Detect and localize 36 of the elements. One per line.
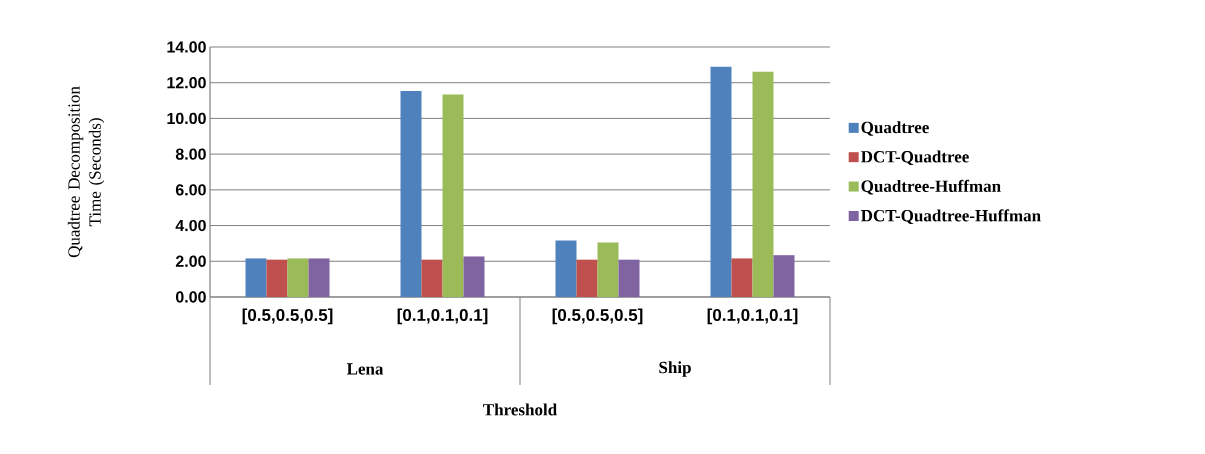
bar (710, 66, 732, 297)
y-tick-label: 10.00 (167, 112, 206, 125)
y-tick-label: 2.00 (175, 255, 206, 267)
y-tick-label: 14.00 (167, 41, 206, 53)
bar (400, 90, 422, 297)
y-axis-title: Quadtree Decomposition Time (Seconds) (67, 86, 105, 258)
bar (287, 258, 309, 297)
bar (731, 258, 753, 297)
y-tick-label: 6.00 (175, 184, 206, 196)
text: Lena (346, 363, 384, 375)
bar (308, 258, 330, 297)
bar (576, 259, 598, 297)
x-tick-label: [0.5,0.5,0.5] (552, 308, 643, 325)
x-tick-label: [0.5,0.5,0.5] (242, 308, 333, 325)
bar (442, 94, 464, 297)
bar (773, 255, 795, 297)
y-tick-label: 0.00 (175, 291, 206, 303)
text: Ship (659, 361, 691, 377)
bar (421, 259, 443, 297)
legend-label: Quadtree (861, 121, 929, 136)
x-axis-title: Threshold (483, 403, 557, 416)
bar (245, 258, 267, 297)
bar (266, 259, 288, 297)
bar (555, 240, 577, 297)
y-tick-label: 4.00 (175, 219, 206, 232)
bar (618, 259, 640, 297)
x-tick-label: [0.1,0.1,0.1] (707, 308, 798, 325)
legend-label: Quadtree-Huffman (861, 179, 1001, 195)
y-tick-label: 8.00 (175, 148, 206, 160)
y-tick-label: 12.00 (167, 77, 206, 89)
legend-label: DCT-Quadtree (860, 150, 969, 166)
bar (597, 242, 619, 297)
bar (463, 256, 485, 297)
x-tick-label: [0.1,0.1,0.1] (397, 308, 488, 325)
bar (752, 71, 774, 297)
legend-label: DCT-Quadtree-Huffman (860, 209, 1041, 225)
